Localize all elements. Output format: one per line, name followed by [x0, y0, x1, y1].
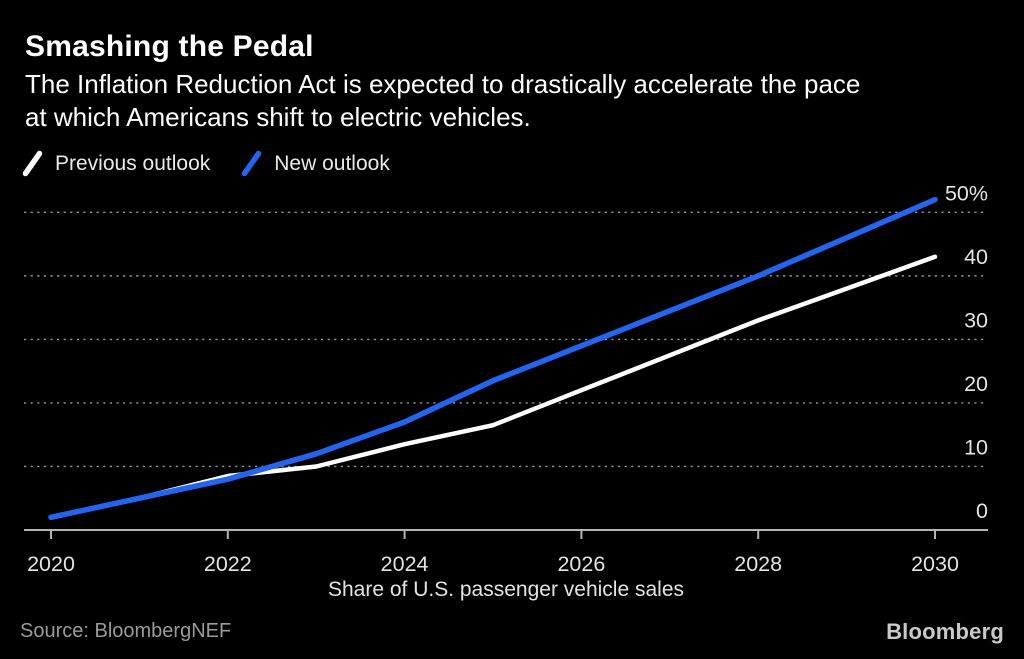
bloomberg-logo: Bloomberg — [886, 619, 1004, 644]
y-axis-tick-label: 20 — [964, 372, 988, 396]
legend-label-previous-outlook: Previous outlook — [55, 151, 211, 175]
x-axis-tick-label: 2024 — [381, 552, 429, 576]
x-axis-tick-label: 2022 — [204, 552, 252, 576]
legend-label-new-outlook: New outlook — [274, 151, 390, 175]
new-outlook-slash-icon — [242, 150, 262, 177]
y-axis-tick-label: 30 — [964, 308, 988, 332]
x-axis-tick-label: 2020 — [27, 552, 75, 576]
chart-title: Smashing the Pedal — [25, 30, 314, 63]
subtitle-line-1: The Inflation Reduction Act is expected … — [25, 69, 861, 99]
y-axis-tick-label: 10 — [964, 435, 988, 459]
x-axis-tick-label: 2026 — [557, 552, 605, 576]
legend-item-new-outlook: New outlook — [241, 150, 390, 177]
legend: Previous outlook New outlook — [22, 150, 390, 177]
legend-item-previous-outlook: Previous outlook — [22, 150, 210, 177]
x-axis-tick-label: 2028 — [734, 552, 782, 576]
source-caption: Source: BloombergNEF — [20, 620, 232, 642]
x-axis-title: Share of U.S. passenger vehicle sales — [327, 578, 685, 601]
x-axis-tick-label: 2030 — [911, 552, 959, 576]
series-line-new-outlook — [48, 196, 938, 521]
y-axis-tick-label: 50% — [945, 181, 988, 205]
series-line-previous-outlook — [48, 254, 938, 520]
y-axis-tick-label: 0 — [976, 499, 988, 523]
subtitle-line-2: at which Americans shift to electric veh… — [25, 102, 531, 132]
previous-outlook-slash-icon — [22, 150, 43, 177]
chart-subtitle: The Inflation Reduction Act is expected … — [25, 68, 860, 134]
y-axis-tick-label: 40 — [964, 245, 988, 269]
